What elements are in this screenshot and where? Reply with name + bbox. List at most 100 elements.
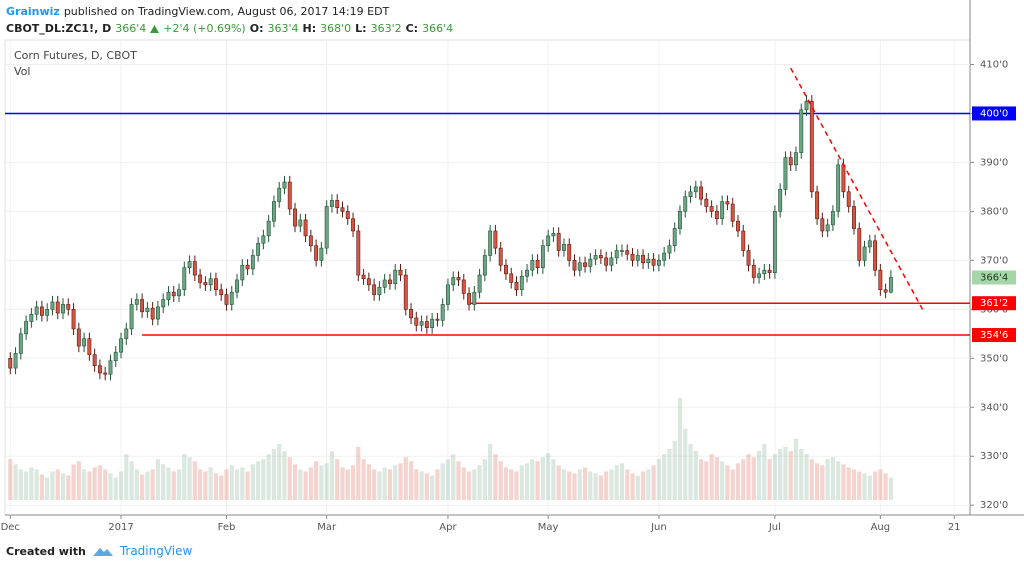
brand[interactable]: TradingView bbox=[119, 544, 193, 558]
volume-bar bbox=[509, 469, 514, 500]
volume-bar bbox=[340, 467, 345, 500]
volume-bar bbox=[55, 469, 60, 500]
volume-bar bbox=[134, 469, 139, 500]
volume-bar bbox=[76, 461, 81, 500]
volume-bar bbox=[730, 469, 735, 500]
volume-bar bbox=[155, 459, 161, 500]
volume-bar bbox=[677, 398, 683, 500]
candle-body bbox=[382, 279, 387, 288]
candle-body bbox=[646, 258, 651, 264]
candle-body bbox=[467, 293, 471, 305]
candle-body bbox=[751, 264, 756, 278]
volume-bar bbox=[862, 473, 867, 500]
author[interactable]: Grainwiz bbox=[6, 5, 60, 18]
volume-bar bbox=[556, 465, 561, 500]
candle-body bbox=[609, 257, 614, 266]
volume-bar bbox=[292, 464, 298, 500]
volume-bar bbox=[166, 467, 171, 500]
chart-title: Corn Futures, D, CBOT bbox=[14, 49, 137, 62]
candle-body bbox=[794, 152, 798, 166]
x-tick-label: 2017 bbox=[108, 522, 133, 533]
candle-body bbox=[303, 219, 308, 237]
ohlc-value: 363'2 bbox=[370, 22, 402, 35]
volume-bar bbox=[229, 465, 234, 500]
volume-bar bbox=[245, 471, 250, 500]
candle-body bbox=[29, 313, 34, 322]
volume-bar bbox=[582, 467, 588, 500]
candle-body bbox=[287, 181, 292, 210]
volume-bar bbox=[688, 443, 693, 500]
price-tag bbox=[972, 328, 1016, 343]
candle-body bbox=[140, 299, 145, 313]
volume-bar bbox=[625, 469, 630, 500]
x-tick-label: Dec bbox=[1, 522, 20, 533]
ohlc-label: L: bbox=[355, 22, 367, 35]
candle-body bbox=[699, 186, 704, 200]
y-tick-label: 320'0 bbox=[980, 500, 1008, 511]
ohlc-value: 368'0 bbox=[320, 22, 352, 35]
volume-bar bbox=[614, 465, 619, 500]
volume-bar bbox=[382, 467, 387, 500]
candle-body bbox=[604, 257, 609, 266]
candle-body bbox=[593, 255, 598, 260]
x-tick-label: Apr bbox=[439, 522, 457, 533]
candle-body bbox=[45, 309, 50, 316]
candle-body bbox=[76, 328, 81, 347]
candle-body bbox=[830, 211, 835, 226]
volume-bar bbox=[261, 459, 266, 500]
volume-bar bbox=[29, 467, 34, 500]
volume-bar bbox=[234, 469, 240, 500]
up-arrow bbox=[150, 24, 160, 33]
volume-bar bbox=[809, 459, 814, 500]
volume-bar bbox=[87, 471, 92, 500]
volume-bar bbox=[398, 463, 403, 500]
candle-body bbox=[424, 321, 429, 328]
candle-body bbox=[340, 207, 345, 212]
candle-body bbox=[55, 301, 60, 314]
volume-bar bbox=[224, 469, 229, 500]
candle-body bbox=[145, 307, 150, 313]
volume-bar bbox=[161, 464, 166, 500]
candle-body bbox=[66, 304, 71, 310]
candle-body bbox=[641, 255, 645, 264]
volume-bar bbox=[667, 449, 672, 500]
candle-body bbox=[852, 206, 856, 229]
volume-bar bbox=[34, 469, 39, 500]
candle-body bbox=[134, 299, 139, 305]
volume-bar bbox=[746, 454, 751, 500]
candle-body bbox=[588, 258, 593, 267]
candle-body bbox=[736, 220, 740, 232]
chart: Corn Futures, D, CBOT Vol 320'0 330'0 340'… bbox=[1, 0, 1024, 533]
volume-bar bbox=[540, 457, 545, 500]
volume-bar bbox=[572, 473, 577, 500]
volume-bar bbox=[640, 471, 646, 500]
volume-bar bbox=[714, 457, 719, 500]
price-tag-label: 361'2 bbox=[980, 298, 1008, 309]
candle-body bbox=[656, 260, 661, 266]
volume-bar bbox=[329, 451, 335, 500]
candle-body bbox=[862, 246, 867, 261]
candle-body bbox=[525, 269, 529, 277]
volume-bar bbox=[751, 457, 756, 500]
candle-body bbox=[535, 260, 540, 269]
ohlc-label: H: bbox=[302, 22, 317, 35]
volume-bar bbox=[530, 459, 535, 500]
volume-bar bbox=[672, 440, 677, 500]
volume-bar bbox=[588, 471, 593, 500]
candle-body bbox=[335, 200, 340, 209]
candle-body bbox=[366, 278, 371, 286]
volume-bar bbox=[113, 477, 118, 500]
candle-body bbox=[409, 309, 413, 319]
candle-body bbox=[477, 274, 482, 293]
volume-bar bbox=[308, 467, 313, 500]
volume-bar bbox=[192, 461, 197, 500]
candle-body bbox=[393, 269, 398, 284]
volume-bar bbox=[799, 449, 804, 500]
x-tick-label: Jun bbox=[650, 522, 667, 533]
candle-body bbox=[720, 201, 725, 220]
volume-bar bbox=[298, 469, 303, 500]
volume-bar bbox=[256, 461, 261, 500]
candle-body bbox=[651, 258, 656, 266]
candle-body bbox=[841, 164, 846, 193]
candle-body bbox=[857, 228, 862, 261]
